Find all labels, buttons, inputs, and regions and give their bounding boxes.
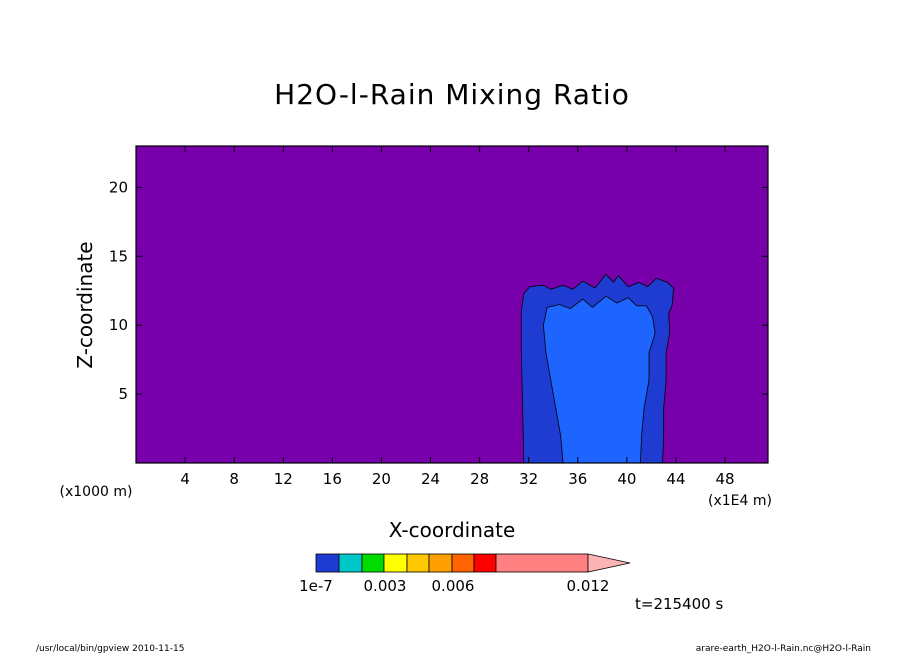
y-tick-label: 15 bbox=[109, 247, 128, 265]
x-tick-label: 28 bbox=[470, 470, 489, 488]
colorbar-segment bbox=[406, 553, 430, 573]
y-tick-label: 10 bbox=[109, 316, 128, 334]
x-tick-label: 32 bbox=[519, 470, 538, 488]
footer-right: arare-earth_H2O-l-Rain.nc@H2O-l-Rain bbox=[696, 644, 871, 654]
colorbar-segment bbox=[315, 553, 340, 573]
x-tick-label: 36 bbox=[568, 470, 587, 488]
x-tick-label: 12 bbox=[274, 470, 293, 488]
x-tick-label: 8 bbox=[229, 470, 239, 488]
x-unit-label: (x1E4 m) bbox=[708, 493, 772, 509]
colorbar-segment bbox=[451, 553, 475, 573]
colorbar-label: 0.006 bbox=[432, 577, 475, 595]
colorbar-label: 0.003 bbox=[364, 577, 407, 595]
y-tick-label: 20 bbox=[109, 178, 128, 196]
x-tick-label: 48 bbox=[716, 470, 735, 488]
y-axis-label: Z-coordinate bbox=[73, 241, 97, 368]
x-tick-label: 4 bbox=[180, 470, 190, 488]
colorbar-segment bbox=[361, 553, 385, 573]
x-tick-label: 16 bbox=[323, 470, 342, 488]
colorbar-label: 0.012 bbox=[567, 577, 610, 595]
colorbar-segment bbox=[495, 553, 589, 573]
colorbar-segment bbox=[383, 553, 408, 573]
contour-region-2 bbox=[542, 295, 656, 464]
chart-title: H2O-l-Rain Mixing Ratio bbox=[274, 78, 630, 111]
y-unit-label: (x1000 m) bbox=[60, 484, 133, 500]
x-tick-label: 20 bbox=[372, 470, 391, 488]
x-tick-label: 40 bbox=[617, 470, 636, 488]
colorbar-segment bbox=[473, 553, 497, 573]
colorbar-segment bbox=[428, 553, 453, 573]
x-axis-label: X-coordinate bbox=[389, 518, 516, 542]
y-tick-label: 5 bbox=[118, 385, 128, 403]
time-label: t=215400 s bbox=[635, 595, 723, 613]
footer-left: /usr/local/bin/gpview 2010-11-15 bbox=[36, 644, 184, 654]
plot-background bbox=[136, 146, 768, 463]
colorbar-segment bbox=[338, 553, 363, 573]
plot-frame bbox=[135, 145, 769, 464]
colorbar: 1e-7 0.003 0.006 0.012 bbox=[299, 553, 631, 595]
colorbar-label: 1e-7 bbox=[299, 577, 333, 595]
x-tick-label: 24 bbox=[421, 470, 440, 488]
x-tick-label: 44 bbox=[666, 470, 685, 488]
colorbar-extension bbox=[587, 553, 631, 573]
